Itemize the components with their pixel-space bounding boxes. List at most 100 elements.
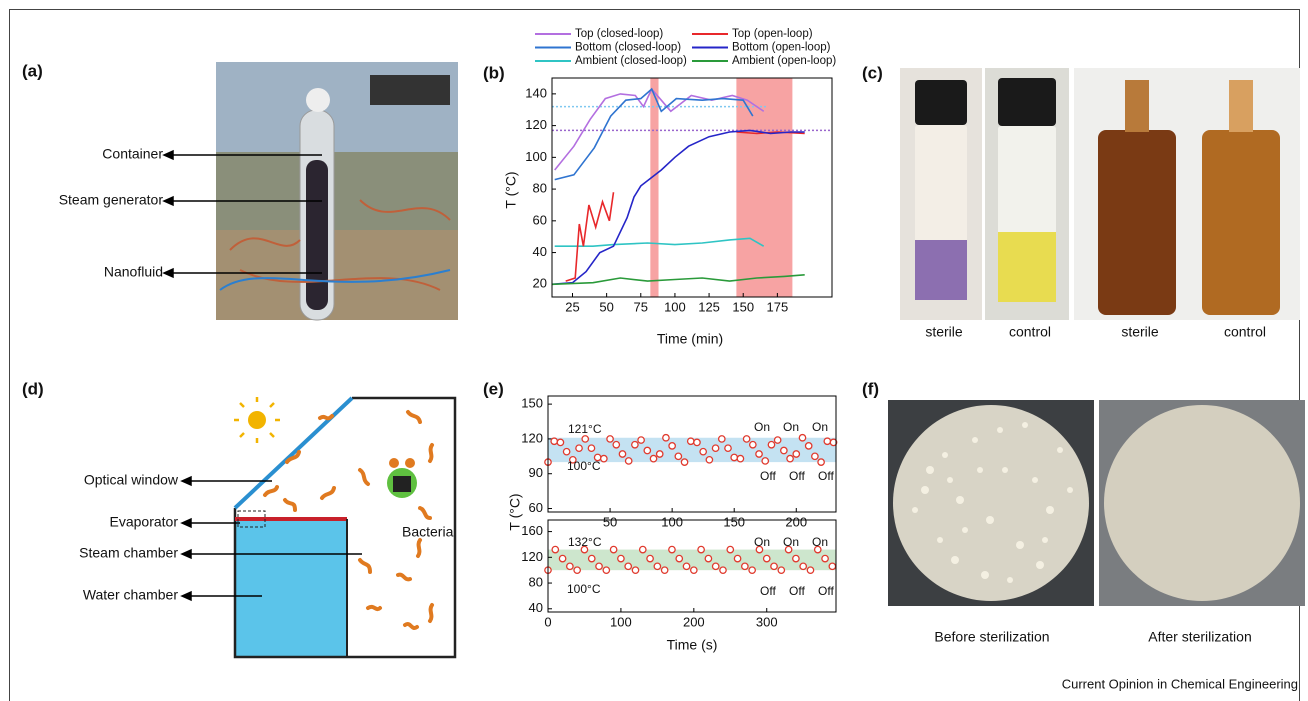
marker bbox=[657, 451, 663, 457]
y-tick-label: 90 bbox=[529, 465, 543, 480]
photo-f bbox=[888, 400, 1305, 606]
marker bbox=[756, 451, 762, 457]
legend-label: Bottom (open-loop) bbox=[732, 42, 831, 54]
marker bbox=[762, 458, 768, 464]
marker bbox=[644, 447, 650, 453]
shaded-range bbox=[736, 78, 792, 297]
x-axis-label: Time (s) bbox=[667, 637, 718, 653]
marker bbox=[618, 555, 624, 561]
marker bbox=[683, 563, 689, 569]
marker bbox=[725, 445, 731, 451]
marker bbox=[824, 438, 830, 444]
annotation: On bbox=[783, 420, 799, 434]
marker bbox=[712, 445, 718, 451]
marker bbox=[552, 546, 558, 552]
marker bbox=[574, 567, 580, 573]
x-tick-label: 50 bbox=[603, 514, 617, 529]
photo-c bbox=[900, 68, 1300, 320]
marker bbox=[654, 563, 660, 569]
marker bbox=[601, 455, 607, 461]
marker bbox=[700, 448, 706, 454]
annotation: On bbox=[812, 420, 828, 434]
panel-label: (e) bbox=[483, 379, 504, 398]
y-tick-label: 20 bbox=[533, 276, 547, 291]
marker bbox=[576, 445, 582, 451]
figure: (a) Container Steam generator Nanofluid … bbox=[0, 0, 1308, 701]
panel-label: (f) bbox=[862, 379, 879, 398]
bacteria-label: Bacteria bbox=[402, 524, 454, 540]
annotation: On bbox=[812, 535, 828, 549]
marker bbox=[793, 555, 799, 561]
annotation: 121°C bbox=[568, 422, 602, 436]
y-tick-label: 60 bbox=[529, 500, 543, 515]
annotation: Off bbox=[818, 584, 834, 598]
callout: Nanofluid bbox=[104, 264, 163, 280]
y-tick-label: 80 bbox=[529, 574, 543, 589]
y-axis-label: T (°C) bbox=[503, 171, 519, 208]
series-line bbox=[555, 238, 764, 246]
marker bbox=[787, 455, 793, 461]
x-tick-label: 150 bbox=[723, 514, 745, 529]
x-tick-label: 100 bbox=[610, 614, 632, 629]
annotation: On bbox=[754, 535, 770, 549]
callout: Steam generator bbox=[59, 192, 164, 208]
marker bbox=[589, 555, 595, 561]
panel-label: (b) bbox=[483, 63, 505, 82]
y-tick-label: 40 bbox=[533, 244, 547, 259]
caption: sterile bbox=[1121, 324, 1159, 340]
marker bbox=[694, 439, 700, 445]
x-tick-label: 200 bbox=[785, 514, 807, 529]
marker bbox=[567, 563, 573, 569]
y-tick-label: 120 bbox=[525, 117, 547, 132]
legend-label: Top (closed-loop) bbox=[575, 28, 663, 40]
marker bbox=[706, 457, 712, 463]
marker bbox=[712, 563, 718, 569]
callout: Optical window bbox=[84, 472, 179, 488]
annotation: 100°C bbox=[567, 459, 601, 473]
marker bbox=[647, 555, 653, 561]
marker bbox=[582, 436, 588, 442]
y-tick-label: 140 bbox=[525, 85, 547, 100]
y-tick-label: 120 bbox=[521, 430, 543, 445]
marker bbox=[731, 454, 737, 460]
callout: Water chamber bbox=[83, 587, 179, 603]
x-tick-label: 125 bbox=[698, 299, 720, 314]
y-tick-label: 80 bbox=[533, 181, 547, 196]
y-tick-label: 60 bbox=[533, 212, 547, 227]
marker bbox=[619, 451, 625, 457]
callout: Evaporator bbox=[110, 514, 179, 530]
annotation: Off bbox=[818, 469, 834, 483]
y-tick-label: 40 bbox=[529, 600, 543, 615]
marker bbox=[800, 563, 806, 569]
marker bbox=[607, 436, 613, 442]
marker bbox=[822, 555, 828, 561]
marker bbox=[596, 563, 602, 569]
caption: control bbox=[1224, 324, 1266, 340]
marker bbox=[750, 442, 756, 448]
annotation: 132°C bbox=[568, 535, 602, 549]
legend-label: Bottom (closed-loop) bbox=[575, 42, 681, 54]
marker bbox=[829, 563, 835, 569]
marker bbox=[650, 455, 656, 461]
x-tick-label: 50 bbox=[599, 299, 613, 314]
marker bbox=[691, 567, 697, 573]
annotation: Off bbox=[760, 469, 776, 483]
x-tick-label: 150 bbox=[732, 299, 754, 314]
y-tick-label: 160 bbox=[521, 523, 543, 538]
marker bbox=[720, 567, 726, 573]
marker bbox=[603, 567, 609, 573]
panel-label: (d) bbox=[22, 379, 44, 398]
marker bbox=[799, 435, 805, 441]
annotation: 100°C bbox=[567, 582, 601, 596]
photo-a bbox=[216, 62, 458, 320]
marker bbox=[676, 555, 682, 561]
marker bbox=[675, 453, 681, 459]
marker bbox=[588, 445, 594, 451]
marker bbox=[778, 567, 784, 573]
y-axis-label: T (°C) bbox=[507, 493, 523, 530]
marker bbox=[663, 435, 669, 441]
marker bbox=[632, 442, 638, 448]
x-tick-label: 200 bbox=[683, 614, 705, 629]
panel-label: (c) bbox=[862, 63, 883, 82]
shaded-range bbox=[650, 78, 658, 297]
